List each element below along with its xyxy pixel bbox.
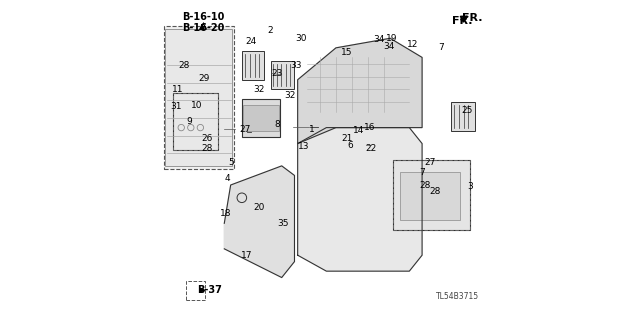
Text: FR.: FR. xyxy=(452,16,472,26)
Text: 32: 32 xyxy=(284,91,296,100)
Text: 35: 35 xyxy=(278,219,289,228)
Text: 28: 28 xyxy=(201,144,212,153)
Text: 32: 32 xyxy=(253,85,265,94)
Text: 4: 4 xyxy=(225,174,230,183)
Bar xyxy=(243,105,278,131)
Text: 11: 11 xyxy=(172,85,184,94)
Bar xyxy=(271,61,294,89)
Bar xyxy=(400,172,460,220)
Text: 7: 7 xyxy=(438,43,444,52)
Bar xyxy=(394,160,470,230)
Text: 3: 3 xyxy=(467,182,473,191)
Bar xyxy=(186,126,202,139)
Text: 27: 27 xyxy=(239,125,251,134)
Bar xyxy=(165,29,232,166)
Text: 9: 9 xyxy=(186,117,192,126)
Text: 27: 27 xyxy=(424,158,436,167)
Text: 6: 6 xyxy=(348,141,353,150)
Bar xyxy=(451,102,475,131)
Text: 10: 10 xyxy=(191,101,203,110)
Polygon shape xyxy=(224,166,294,278)
Text: 29: 29 xyxy=(198,74,209,83)
Text: 34: 34 xyxy=(373,35,385,44)
Text: 15: 15 xyxy=(341,48,353,57)
Bar xyxy=(394,160,470,230)
Bar xyxy=(242,99,280,137)
Bar xyxy=(242,51,264,80)
Text: 21: 21 xyxy=(341,134,353,143)
Text: 33: 33 xyxy=(291,61,302,70)
Text: 23: 23 xyxy=(271,69,283,78)
Text: 34: 34 xyxy=(383,42,394,51)
Text: 17: 17 xyxy=(241,251,252,260)
Text: 26: 26 xyxy=(201,134,212,143)
Polygon shape xyxy=(298,128,422,271)
Text: 22: 22 xyxy=(365,144,377,153)
Text: 25: 25 xyxy=(461,106,472,115)
Text: 12: 12 xyxy=(407,40,418,49)
Text: 30: 30 xyxy=(295,34,307,43)
Text: 14: 14 xyxy=(353,126,364,135)
Text: 18: 18 xyxy=(220,209,232,218)
Bar xyxy=(173,93,218,150)
Text: B-16-10
B-16-20: B-16-10 B-16-20 xyxy=(182,11,225,33)
Text: 16: 16 xyxy=(364,123,375,132)
Text: 31: 31 xyxy=(171,102,182,111)
Text: B-37: B-37 xyxy=(198,285,222,295)
Bar xyxy=(304,124,310,129)
Text: TL54B3715: TL54B3715 xyxy=(436,292,479,301)
Text: 13: 13 xyxy=(298,142,310,151)
Text: 7: 7 xyxy=(419,168,425,177)
Text: 8: 8 xyxy=(274,120,280,129)
Text: 28: 28 xyxy=(420,181,431,189)
Bar xyxy=(186,281,205,300)
Text: FR.: FR. xyxy=(462,12,483,23)
Polygon shape xyxy=(298,38,422,144)
Text: 2: 2 xyxy=(268,26,273,35)
Bar xyxy=(173,93,218,150)
Text: 5: 5 xyxy=(228,158,234,167)
Text: 28: 28 xyxy=(429,187,440,196)
Text: 28: 28 xyxy=(179,61,190,70)
Text: 1: 1 xyxy=(309,125,315,134)
Text: 20: 20 xyxy=(253,203,265,212)
Text: 24: 24 xyxy=(246,37,257,46)
Bar xyxy=(164,26,234,169)
Text: 19: 19 xyxy=(386,34,397,43)
